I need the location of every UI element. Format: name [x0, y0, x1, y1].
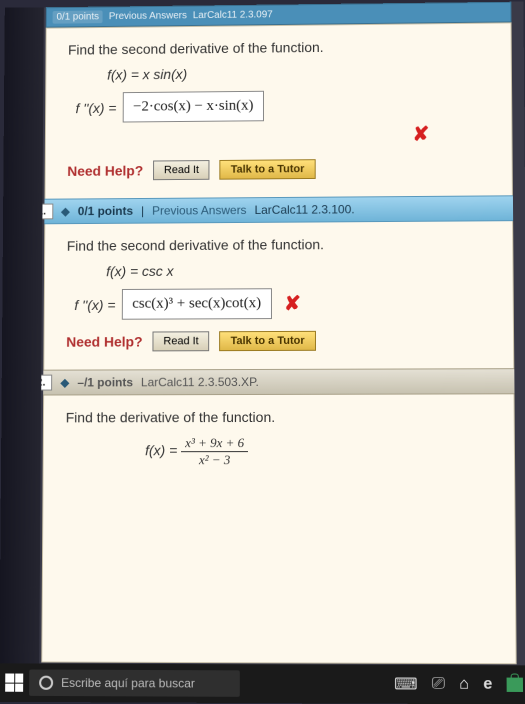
help-row: Need Help? Read It Talk to a Tutor: [67, 158, 489, 181]
points-label: 0/1 points: [78, 204, 133, 218]
question-header-12: 12. ◆ –/1 points LarCalc11 2.3.503.XP.: [43, 368, 514, 395]
cortana-icon: [39, 676, 53, 690]
home-icon[interactable]: ⌂: [459, 675, 469, 693]
windows-taskbar: Escribe aquí para buscar ⌨ ⎚ ⌂ e: [0, 663, 525, 704]
edge-icon[interactable]: e: [483, 675, 492, 693]
answer-row: f ''(x) = −2·cos(x) − x·sin(x): [75, 89, 489, 123]
answer-lhs: f ''(x) =: [74, 296, 115, 312]
search-bar[interactable]: Escribe aquí para buscar: [29, 670, 240, 697]
points-label: –/1 points: [77, 375, 133, 389]
incorrect-icon: ✘: [67, 122, 429, 150]
question-11: Find the second derivative of the functi…: [44, 221, 513, 370]
function-def: f(x) = csc x: [106, 261, 490, 279]
taskview-icon[interactable]: ⎚: [432, 675, 445, 693]
function-def: f(x) = x³ + 9x + 6 x² − 3: [145, 435, 492, 469]
function-def: f(x) = x sin(x): [107, 63, 489, 83]
question-prompt: Find the second derivative of the functi…: [68, 37, 489, 57]
answer-input[interactable]: csc(x)³ + sec(x)cot(x): [121, 288, 272, 320]
answer-row: f ''(x) = csc(x)³ + sec(x)cot(x) ✘: [74, 287, 490, 320]
fraction-numerator: x³ + 9x + 6: [181, 435, 248, 452]
question-prompt: Find the second derivative of the functi…: [67, 235, 490, 253]
monitor-bezel: [0, 7, 44, 663]
talk-tutor-button[interactable]: Talk to a Tutor: [220, 331, 316, 351]
fraction: x³ + 9x + 6 x² − 3: [181, 435, 248, 468]
question-10: Find the second derivative of the functi…: [45, 23, 511, 198]
answer-lhs: f(x) =: [145, 442, 181, 458]
store-icon[interactable]: [507, 678, 523, 692]
need-help-label: Need Help?: [66, 334, 142, 350]
question-header-11: 11. ◆ 0/1 points | Previous Answers LarC…: [44, 195, 513, 224]
fraction-denominator: x² − 3: [181, 452, 248, 468]
question-12: Find the derivative of the function. f(x…: [43, 394, 514, 496]
start-button[interactable]: [5, 673, 23, 691]
need-help-label: Need Help?: [67, 163, 143, 179]
search-placeholder: Escribe aquí para buscar: [61, 676, 195, 691]
question-ref: LarCalc11 2.3.503.XP.: [141, 375, 259, 389]
keyboard-icon[interactable]: ⌨: [394, 674, 418, 695]
bullet-icon: ◆: [60, 376, 69, 390]
answer-lhs: f ''(x) =: [76, 100, 117, 116]
prev-answers-link[interactable]: Previous Answers: [152, 203, 247, 217]
talk-tutor-button[interactable]: Talk to a Tutor: [220, 159, 316, 179]
answer-input[interactable]: −2·cos(x) − x·sin(x): [122, 91, 264, 123]
taskbar-icons: ⌨ ⎚ ⌂ e: [394, 674, 523, 695]
question-ref: LarCalc11 2.3.097: [193, 9, 273, 21]
question-ref: LarCalc11 2.3.100.: [254, 202, 354, 217]
points-pill: 0/1 points: [53, 10, 103, 23]
read-it-button[interactable]: Read It: [152, 331, 209, 351]
question-prompt: Find the derivative of the function.: [66, 408, 492, 425]
assignment-page: Find the second derivative of the functi…: [41, 22, 516, 664]
prev-answers-link[interactable]: Previous Answers: [109, 10, 187, 22]
read-it-button[interactable]: Read It: [153, 160, 210, 180]
help-row: Need Help? Read It Talk to a Tutor: [66, 330, 491, 352]
bullet-icon: ◆: [61, 204, 70, 218]
incorrect-icon: ✘: [284, 291, 301, 316]
